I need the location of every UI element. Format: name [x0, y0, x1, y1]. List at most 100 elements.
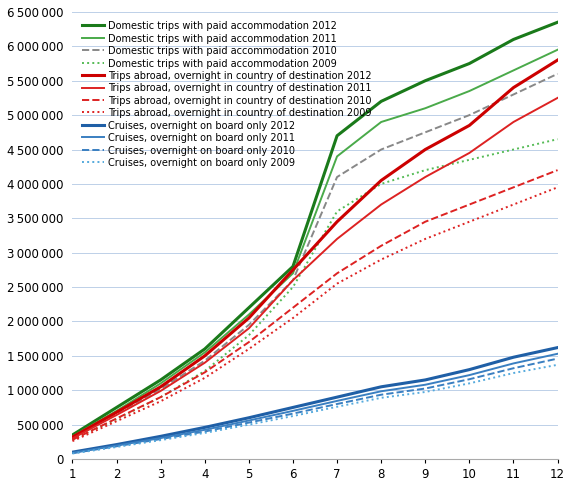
Trips abroad, overnight in country of destination 2012 [113, 409, 120, 415]
Line: Cruises, overnight on board only 2012: Cruises, overnight on board only 2012 [73, 347, 558, 452]
Cruises, overnight on board only 2012 [378, 384, 384, 390]
Trips abroad, overnight in country of destination 2009 [201, 375, 208, 381]
Trips abroad, overnight in country of destination 2011 [378, 202, 384, 207]
Domestic trips with paid accommodation 2010 [554, 71, 561, 77]
Domestic trips with paid accommodation 2011 [466, 88, 473, 94]
Cruises, overnight on board only 2010 [466, 376, 473, 382]
Cruises, overnight on board only 2012 [422, 377, 428, 383]
Cruises, overnight on board only 2010 [510, 366, 517, 371]
Cruises, overnight on board only 2011 [289, 408, 296, 414]
Trips abroad, overnight in country of destination 2011 [201, 360, 208, 366]
Trips abroad, overnight in country of destination 2010 [157, 394, 164, 400]
Cruises, overnight on board only 2009 [113, 444, 120, 450]
Trips abroad, overnight in country of destination 2012 [466, 122, 473, 128]
Domestic trips with paid accommodation 2009 [466, 157, 473, 163]
Cruises, overnight on board only 2012 [69, 449, 76, 455]
Cruises, overnight on board only 2011 [422, 382, 428, 387]
Domestic trips with paid accommodation 2012 [333, 133, 340, 139]
Domestic trips with paid accommodation 2011 [554, 47, 561, 53]
Cruises, overnight on board only 2011 [333, 398, 340, 404]
Cruises, overnight on board only 2009 [554, 362, 561, 368]
Trips abroad, overnight in country of destination 2009 [289, 315, 296, 321]
Cruises, overnight on board only 2011 [466, 372, 473, 378]
Trips abroad, overnight in country of destination 2010 [510, 184, 517, 190]
Trips abroad, overnight in country of destination 2012 [245, 315, 252, 321]
Trips abroad, overnight in country of destination 2011 [245, 325, 252, 331]
Trips abroad, overnight in country of destination 2009 [69, 438, 76, 444]
Domestic trips with paid accommodation 2009 [157, 394, 164, 400]
Domestic trips with paid accommodation 2011 [113, 408, 120, 414]
Trips abroad, overnight in country of destination 2011 [510, 119, 517, 125]
Domestic trips with paid accommodation 2009 [422, 167, 428, 173]
Domestic trips with paid accommodation 2010 [69, 435, 76, 441]
Domestic trips with paid accommodation 2012 [245, 305, 252, 311]
Domestic trips with paid accommodation 2011 [69, 433, 76, 439]
Domestic trips with paid accommodation 2010 [333, 174, 340, 180]
Domestic trips with paid accommodation 2010 [289, 277, 296, 283]
Trips abroad, overnight in country of destination 2010 [113, 415, 120, 421]
Domestic trips with paid accommodation 2011 [245, 312, 252, 318]
Trips abroad, overnight in country of destination 2011 [333, 236, 340, 242]
Line: Cruises, overnight on board only 2009: Cruises, overnight on board only 2009 [73, 365, 558, 453]
Domestic trips with paid accommodation 2009 [289, 284, 296, 290]
Trips abroad, overnight in country of destination 2010 [378, 243, 384, 249]
Cruises, overnight on board only 2012 [201, 425, 208, 430]
Domestic trips with paid accommodation 2010 [201, 358, 208, 364]
Domestic trips with paid accommodation 2011 [157, 381, 164, 386]
Trips abroad, overnight in country of destination 2010 [69, 437, 76, 443]
Domestic trips with paid accommodation 2011 [378, 119, 384, 125]
Trips abroad, overnight in country of destination 2012 [510, 85, 517, 91]
Cruises, overnight on board only 2010 [157, 436, 164, 442]
Domestic trips with paid accommodation 2009 [245, 332, 252, 338]
Trips abroad, overnight in country of destination 2012 [333, 219, 340, 224]
Trips abroad, overnight in country of destination 2011 [69, 435, 76, 441]
Cruises, overnight on board only 2010 [245, 420, 252, 426]
Cruises, overnight on board only 2012 [113, 442, 120, 447]
Trips abroad, overnight in country of destination 2010 [554, 167, 561, 173]
Trips abroad, overnight in country of destination 2010 [466, 202, 473, 207]
Cruises, overnight on board only 2011 [157, 435, 164, 441]
Cruises, overnight on board only 2009 [333, 404, 340, 410]
Cruises, overnight on board only 2011 [378, 388, 384, 394]
Domestic trips with paid accommodation 2009 [510, 146, 517, 152]
Domestic trips with paid accommodation 2009 [201, 368, 208, 374]
Cruises, overnight on board only 2009 [245, 422, 252, 427]
Cruises, overnight on board only 2012 [289, 405, 296, 410]
Trips abroad, overnight in country of destination 2012 [289, 267, 296, 273]
Trips abroad, overnight in country of destination 2011 [113, 412, 120, 418]
Cruises, overnight on board only 2010 [289, 411, 296, 417]
Cruises, overnight on board only 2012 [554, 345, 561, 350]
Line: Trips abroad, overnight in country of destination 2011: Trips abroad, overnight in country of de… [73, 98, 558, 438]
Trips abroad, overnight in country of destination 2010 [422, 219, 428, 224]
Cruises, overnight on board only 2011 [510, 361, 517, 366]
Cruises, overnight on board only 2009 [201, 430, 208, 436]
Domestic trips with paid accommodation 2011 [510, 67, 517, 73]
Domestic trips with paid accommodation 2012 [466, 61, 473, 66]
Domestic trips with paid accommodation 2010 [113, 411, 120, 417]
Cruises, overnight on board only 2009 [157, 437, 164, 443]
Line: Trips abroad, overnight in country of destination 2012: Trips abroad, overnight in country of de… [73, 60, 558, 437]
Line: Trips abroad, overnight in country of destination 2009: Trips abroad, overnight in country of de… [73, 187, 558, 441]
Cruises, overnight on board only 2010 [422, 386, 428, 391]
Cruises, overnight on board only 2011 [554, 351, 561, 357]
Domestic trips with paid accommodation 2011 [422, 105, 428, 111]
Trips abroad, overnight in country of destination 2011 [289, 277, 296, 283]
Domestic trips with paid accommodation 2010 [510, 92, 517, 98]
Domestic trips with paid accommodation 2012 [69, 432, 76, 438]
Cruises, overnight on board only 2011 [201, 427, 208, 433]
Domestic trips with paid accommodation 2010 [422, 129, 428, 135]
Domestic trips with paid accommodation 2010 [466, 112, 473, 118]
Trips abroad, overnight in country of destination 2012 [69, 434, 76, 440]
Trips abroad, overnight in country of destination 2012 [201, 353, 208, 359]
Cruises, overnight on board only 2012 [466, 366, 473, 372]
Domestic trips with paid accommodation 2010 [378, 146, 384, 152]
Domestic trips with paid accommodation 2010 [245, 322, 252, 328]
Trips abroad, overnight in country of destination 2010 [333, 270, 340, 276]
Cruises, overnight on board only 2010 [333, 401, 340, 407]
Domestic trips with paid accommodation 2011 [333, 153, 340, 159]
Domestic trips with paid accommodation 2012 [113, 405, 120, 410]
Cruises, overnight on board only 2011 [113, 443, 120, 448]
Line: Trips abroad, overnight in country of destination 2010: Trips abroad, overnight in country of de… [73, 170, 558, 440]
Domestic trips with paid accommodation 2012 [378, 99, 384, 104]
Trips abroad, overnight in country of destination 2010 [201, 369, 208, 375]
